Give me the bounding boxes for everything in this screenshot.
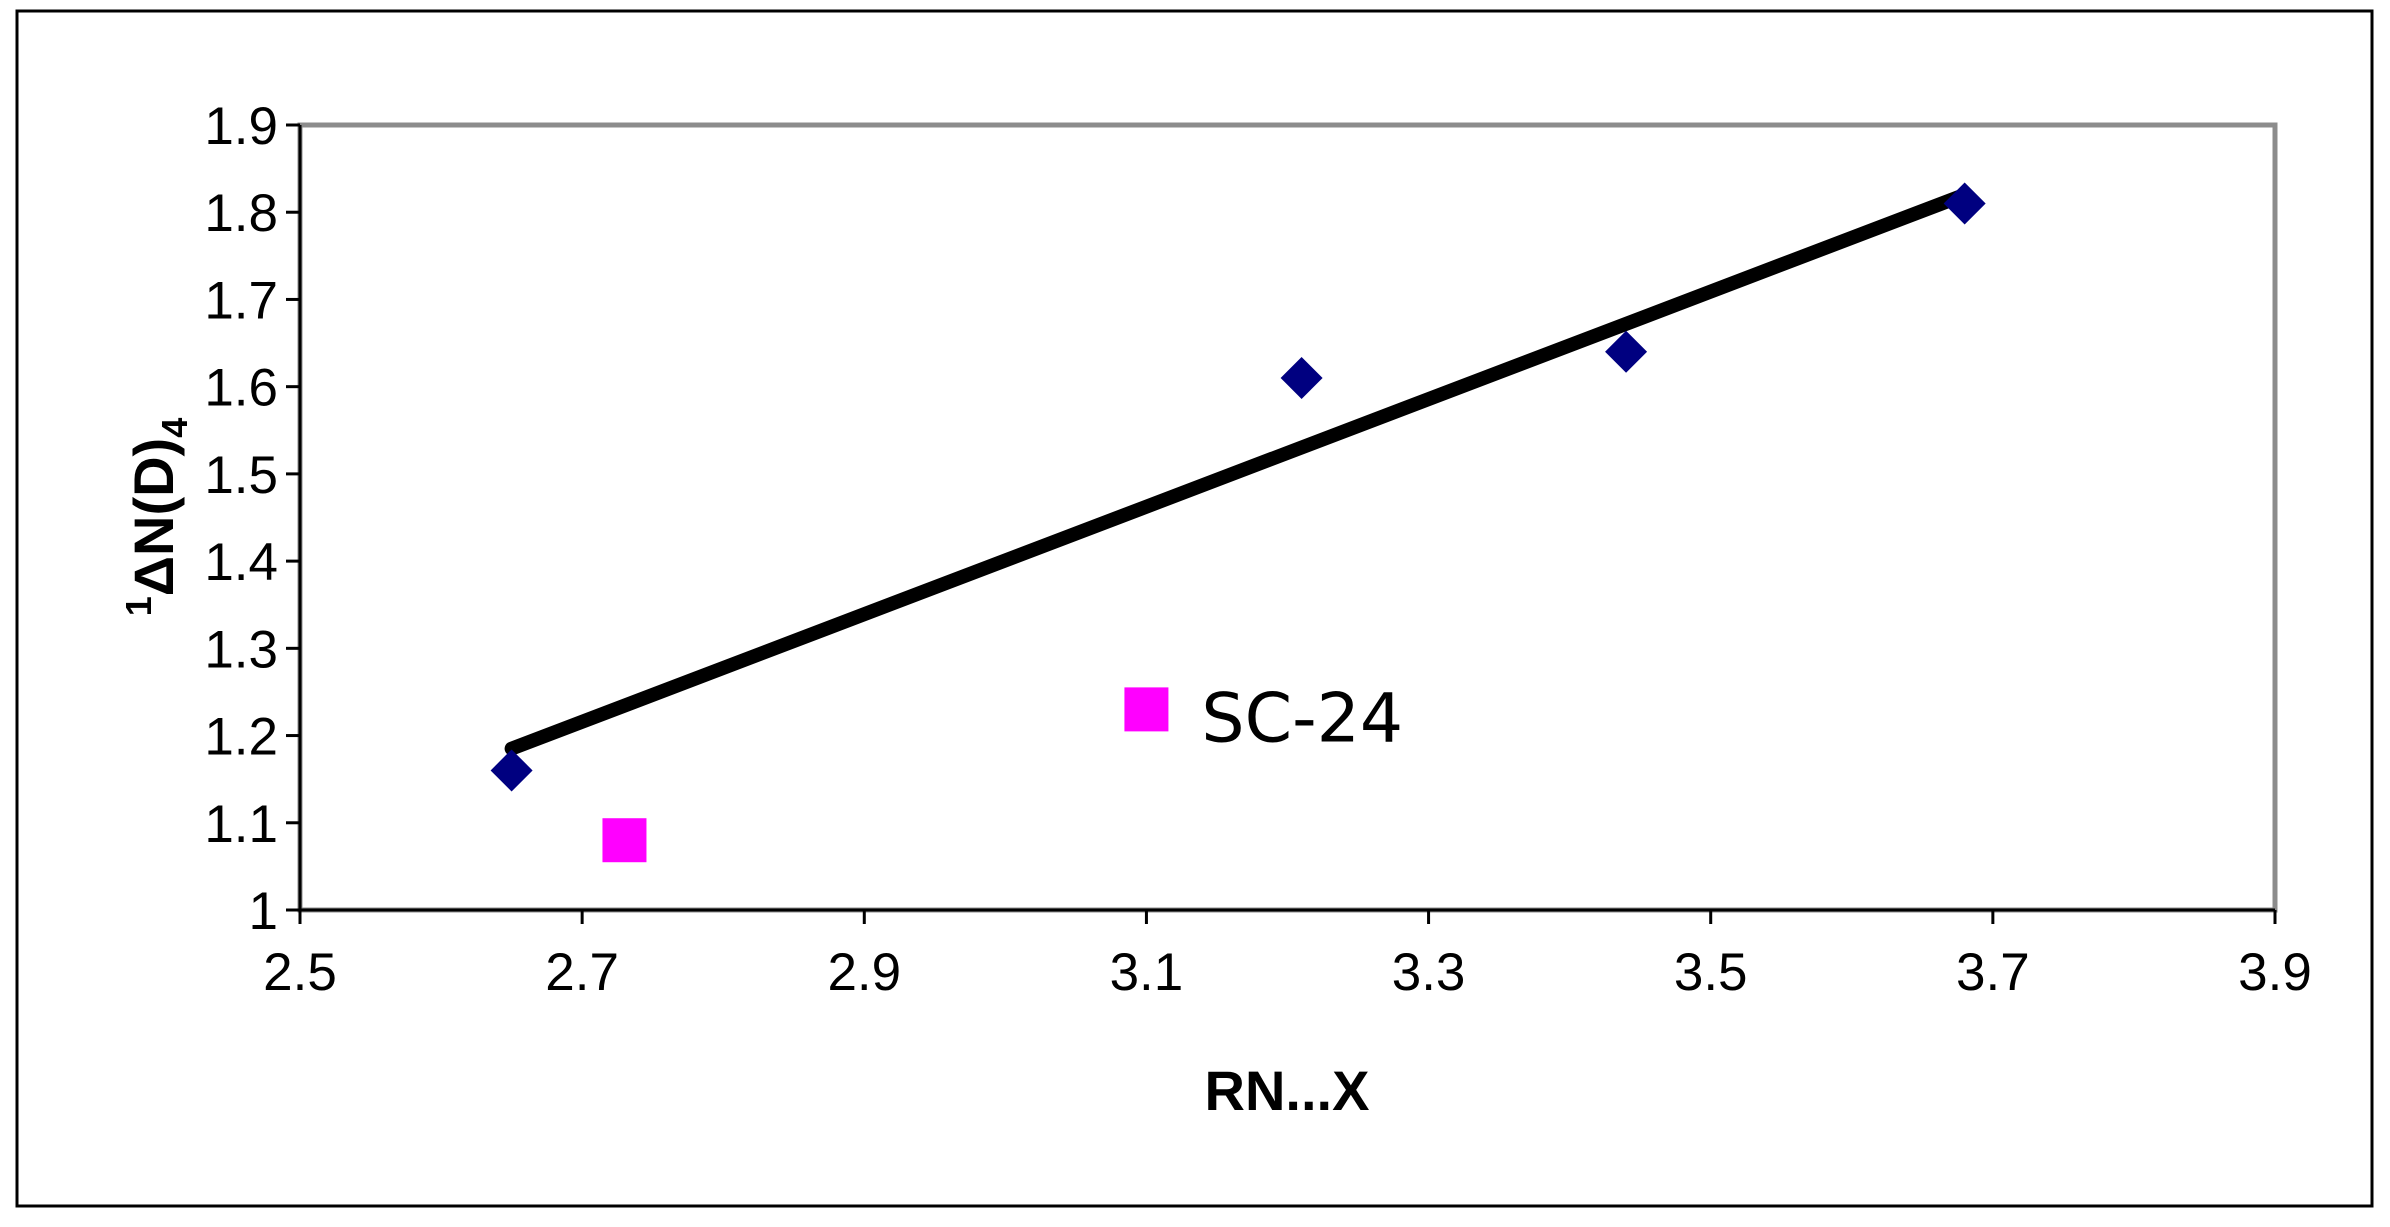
y-tick-label: 1.6 [204, 359, 278, 418]
point-annotation: SC-24 [1201, 679, 1403, 758]
x-tick-label: 3.5 [1674, 943, 1748, 1002]
y-axis-title: 1ΔN(D)4 [118, 418, 195, 617]
x-tick-label: 2.9 [827, 943, 901, 1002]
y-tick-label: 1.8 [204, 184, 278, 243]
diamond-point [1605, 330, 1648, 373]
labels: SC-24 [1201, 679, 1403, 758]
x-tick-label: 3.7 [1956, 943, 2030, 1002]
y-tick-label: 1.7 [204, 271, 278, 330]
y-axis-title-sup: 1 [118, 596, 159, 616]
axes: 1 1.1 1.2 1.3 1.4 1.5 1.6 1.7 1.8 1.9 2.5 2.7 2.9 3.1… [204, 97, 2312, 1002]
x-tick-label: 3.1 [1110, 943, 1184, 1002]
plot-area-border [297, 122, 2278, 913]
diamond-point [490, 749, 533, 792]
y-tick-label: 1.1 [204, 795, 278, 854]
x-tick-label: 3.3 [1392, 943, 1466, 1002]
svg-text:1ΔN(D)4: 1ΔN(D)4 [118, 418, 195, 617]
y-axis-title-sub: 4 [154, 418, 195, 438]
y-tick-label: 1.3 [204, 620, 278, 679]
x-axis-title: RN...X [1205, 1059, 1370, 1122]
trendline-layer [504, 187, 1972, 756]
square-point [602, 818, 647, 863]
x-tick-label: 2.5 [263, 943, 337, 1002]
y-tick-label: 1.5 [204, 446, 278, 505]
y-axis-title-main: ΔN(D) [122, 438, 185, 596]
diamond-point [1280, 356, 1323, 399]
square-point [1124, 687, 1169, 732]
x-tick-label: 3.9 [2238, 943, 2312, 1002]
diamond-point [1943, 182, 1986, 225]
trendline [504, 187, 1972, 756]
y-tick-label: 1 [249, 882, 278, 941]
data-points [490, 182, 1986, 863]
y-tick-label: 1.4 [204, 533, 278, 592]
y-tick-label: 1.2 [204, 708, 278, 767]
y-tick-label: 1.9 [204, 97, 278, 156]
x-tick-label: 2.7 [545, 943, 619, 1002]
